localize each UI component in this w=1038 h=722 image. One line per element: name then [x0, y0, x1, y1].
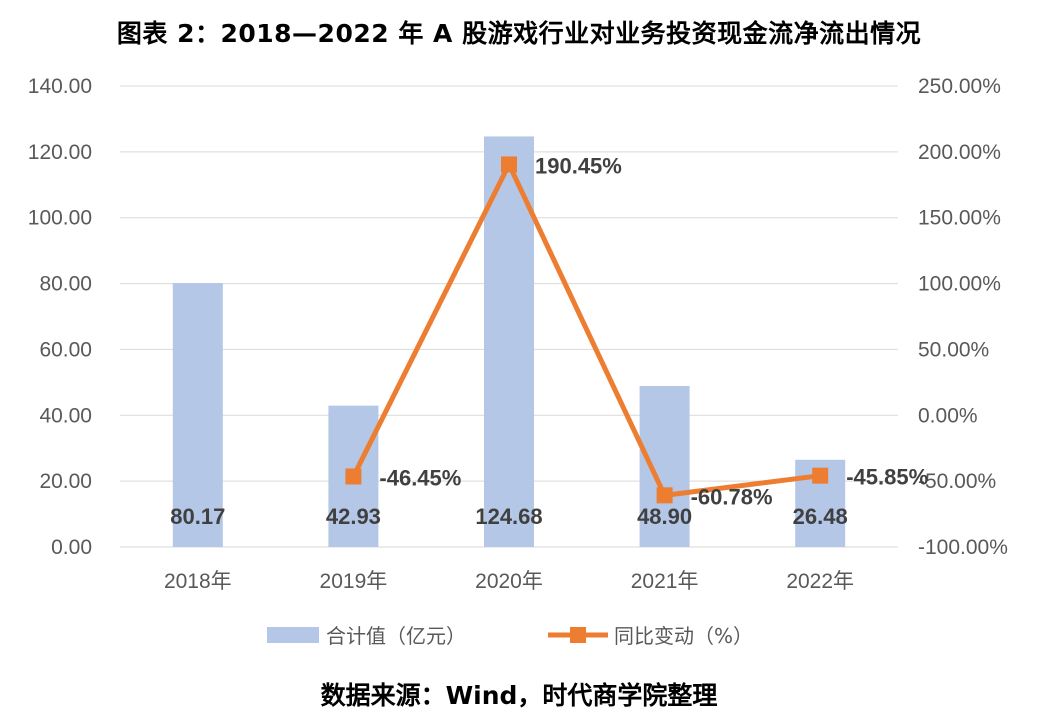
category-label: 2022年 — [786, 570, 854, 593]
line-series — [345, 156, 829, 504]
category-label: 2021年 — [631, 570, 699, 593]
right-tick-label: 150.00% — [918, 207, 1001, 230]
bar — [639, 385, 690, 547]
category-label: 2018年 — [164, 570, 232, 593]
line-point — [501, 156, 517, 173]
bar-value-label: 48.90 — [637, 504, 692, 529]
right-tick-label: 250.00% — [918, 75, 1001, 98]
left-tick-label: 60.00 — [39, 338, 92, 361]
legend-bar-label: 合计值（亿元） — [326, 624, 466, 648]
line-point — [812, 467, 829, 484]
bar-value-label: 42.93 — [326, 504, 381, 529]
right-tick-label: 100.00% — [918, 273, 1001, 296]
category-label: 2020年 — [475, 570, 543, 593]
category-label: 2019年 — [320, 570, 388, 593]
legend-line-marker — [570, 627, 586, 643]
line-point — [656, 487, 673, 504]
left-tick-label: 80.00 — [39, 273, 92, 296]
right-axis: -100.00% -50.00% 0.00% 50.00% 100.00% 150.00%… — [918, 75, 1008, 559]
line-point — [345, 468, 362, 485]
bar-value-label: 26.48 — [793, 504, 848, 529]
right-tick-label: 0.00% — [918, 404, 978, 427]
left-axis: 0.00 20.00 40.00 60.00 80.00 100.00 120.00 140.… — [28, 75, 92, 559]
line-value-label: -46.45% — [379, 465, 461, 490]
data-labels: 80.17 42.93 124.68 48.90 26.48 -46.45% 190.45%… — [170, 153, 928, 529]
line-value-label: -45.85% — [846, 465, 928, 490]
left-tick-label: 0.00 — [51, 536, 92, 559]
left-tick-label: 120.00 — [28, 141, 92, 164]
right-tick-label: 200.00% — [918, 141, 1001, 164]
source-note: 数据来源：Wind，时代商学院整理 — [320, 681, 718, 710]
legend: 合计值（亿元） 同比变动（%） — [267, 624, 753, 648]
right-tick-label: -100.00% — [918, 536, 1008, 559]
left-tick-label: 20.00 — [39, 470, 92, 493]
series-line — [351, 161, 821, 498]
chart-title: 图表 2：2018—2022 年 A 股游戏行业对业务投资现金流净流出情况 — [116, 19, 922, 48]
line-value-label: -60.78% — [691, 484, 773, 509]
legend-line-label: 同比变动（%） — [614, 624, 753, 648]
left-tick-label: 140.00 — [28, 75, 92, 98]
legend-bar-swatch — [267, 627, 319, 643]
bar-value-label: 124.68 — [475, 504, 542, 529]
bar-series — [172, 136, 846, 547]
left-tick-label: 40.00 — [39, 404, 92, 427]
x-axis: 2018年 2019年 2020年 2021年 2022年 — [164, 570, 854, 593]
bar-value-label: 80.17 — [170, 504, 225, 529]
line-value-label: 190.45% — [535, 153, 622, 178]
right-tick-label: -50.00% — [918, 470, 996, 493]
right-tick-label: 50.00% — [918, 338, 989, 361]
bar — [172, 283, 223, 547]
left-tick-label: 100.00 — [28, 207, 92, 230]
